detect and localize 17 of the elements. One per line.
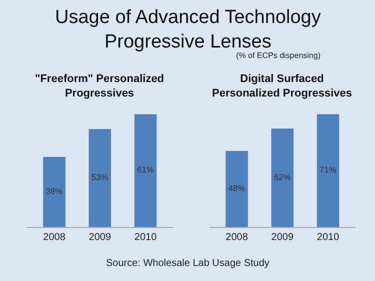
x-tick-label: 2010 — [134, 232, 158, 244]
x-tick-label: 2008 — [43, 232, 66, 244]
x-tick-label: 2009 — [271, 232, 294, 244]
source-note: Source: Wholesale Lab Usage Study — [106, 258, 270, 269]
x-tick-label: 2008 — [226, 232, 248, 244]
data-label: 38% — [46, 186, 64, 196]
chart-subtitle: (% of ECPs dispensing) — [236, 51, 321, 60]
text: "Freeform" Personalized Progressives — [35, 73, 164, 100]
data-label: 53% — [92, 172, 109, 182]
chart-title: Usage of Advanced Technology Progressive Lenses — [55, 7, 322, 53]
data-label: 62% — [274, 172, 292, 182]
data-label: 71% — [320, 164, 337, 175]
text: Digital Surfaced Personalized Progressives — [212, 73, 352, 100]
data-label: 61% — [137, 164, 154, 175]
data-label: 48% — [228, 183, 246, 194]
x-tick-label: 2010 — [316, 232, 340, 244]
x-tick-label: 2009 — [88, 232, 112, 244]
